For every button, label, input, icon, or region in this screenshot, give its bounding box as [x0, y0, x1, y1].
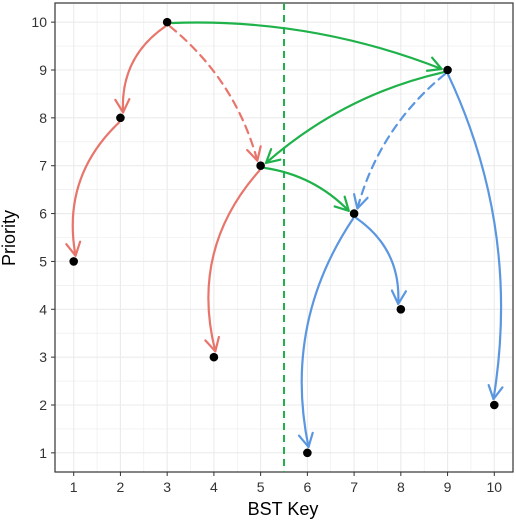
arrow-head: [114, 98, 131, 114]
x-tick-label: 9: [444, 479, 452, 495]
y-tick-label: 3: [39, 349, 47, 365]
arrow-head: [425, 56, 443, 72]
data-point: [209, 352, 219, 362]
edges: [65, 21, 504, 449]
points: [69, 17, 499, 458]
edge: [355, 216, 408, 305]
y-ticks: 1 2 3 4 5 6 7 8 9 10: [31, 14, 55, 461]
edge-line: [121, 25, 167, 114]
data-point: [490, 400, 499, 410]
edge: [447, 73, 504, 401]
edge-line: [355, 216, 400, 305]
arrow-head: [390, 289, 408, 305]
arrow-head: [333, 195, 350, 212]
arrow-head: [487, 383, 504, 401]
edge-line: [263, 166, 350, 212]
edge-line: [170, 21, 443, 71]
x-tick-label: 10: [487, 479, 503, 495]
data-point: [116, 113, 125, 123]
x-tick-label: 1: [70, 479, 78, 495]
x-tick-label: 5: [257, 479, 265, 495]
edge-line: [264, 71, 445, 165]
edge-line: [300, 217, 355, 449]
x-axis-title: BST Key: [248, 499, 319, 519]
arrow-head: [352, 193, 369, 210]
edge: [297, 217, 355, 449]
edge: [168, 25, 262, 162]
y-tick-label: 5: [39, 253, 47, 269]
y-tick-label: 1: [39, 445, 47, 461]
edge: [263, 166, 350, 212]
data-point: [162, 17, 172, 27]
arrow-head: [204, 335, 221, 353]
x-tick-label: 3: [163, 479, 171, 495]
data-point: [69, 257, 78, 266]
y-tick-label: 9: [39, 62, 47, 78]
data-point: [303, 448, 312, 458]
y-tick-label: 7: [39, 158, 47, 174]
x-tick-label: 6: [303, 479, 311, 495]
x-ticks: 1 2 3 4 5 6 7 8 9 10: [70, 472, 503, 495]
y-tick-label: 4: [39, 301, 47, 317]
arrow-head: [246, 145, 262, 162]
edge: [264, 71, 445, 165]
edge-line: [447, 73, 503, 401]
y-tick-label: 6: [39, 206, 47, 222]
edge-line: [168, 25, 259, 162]
edge: [65, 121, 120, 257]
x-tick-label: 4: [210, 479, 218, 495]
y-tick-label: 2: [39, 397, 47, 413]
edge-line: [71, 121, 120, 257]
edge: [352, 73, 446, 210]
data-point: [349, 209, 359, 218]
edge-line: [207, 169, 261, 353]
data-point: [396, 304, 406, 314]
y-tick-label: 8: [39, 110, 47, 126]
data-point: [443, 65, 452, 75]
arrow-head: [264, 148, 282, 165]
edge-line: [356, 73, 446, 210]
edge: [170, 21, 443, 72]
arrow-head: [297, 431, 314, 449]
y-axis-title: Priority: [0, 210, 19, 266]
y-tick-label: 10: [31, 14, 47, 30]
edge: [114, 25, 167, 114]
x-tick-label: 8: [397, 479, 405, 495]
arrow-head: [65, 240, 82, 257]
data-point: [256, 161, 265, 171]
x-tick-label: 2: [117, 479, 125, 495]
edge: [204, 169, 261, 353]
x-tick-label: 7: [350, 479, 358, 495]
